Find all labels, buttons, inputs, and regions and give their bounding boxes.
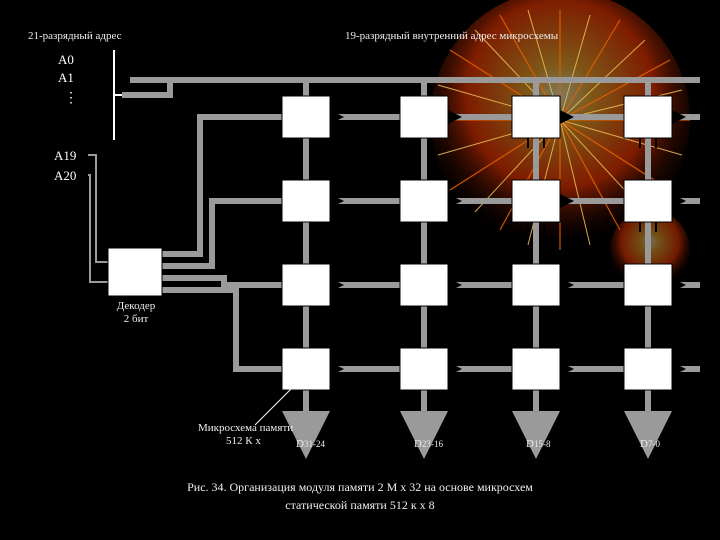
- chip-label-2: 512 К х: [226, 435, 261, 447]
- figure-caption-1: Рис. 34. Организация модуля памяти 2 М х…: [0, 480, 720, 495]
- chip-label-1: Микросхема памяти: [198, 422, 293, 434]
- d-label-0: D31-24: [296, 438, 325, 450]
- addr-a1: A1: [58, 70, 74, 86]
- decoder-label-2: 2 бит: [114, 313, 158, 325]
- addr-a20: A20: [54, 168, 76, 184]
- d-label-2: D15-8: [526, 438, 550, 450]
- addr-a19: A19: [54, 148, 76, 164]
- right-header-label: 19-разрядный внутренний адрес микросхемы: [345, 30, 558, 42]
- decoder-label-1: Декодер: [114, 300, 158, 312]
- left-header-label: 21-разрядный адрес: [28, 30, 121, 42]
- d-label-1: D23-16: [414, 438, 443, 450]
- addr-dots: ⋮: [64, 90, 78, 107]
- d-label-3: D7-0: [640, 438, 660, 450]
- memory-diagram: [0, 0, 720, 540]
- figure-caption-2: статической памяти 512 к х 8: [0, 498, 720, 513]
- addr-a0: A0: [58, 52, 74, 68]
